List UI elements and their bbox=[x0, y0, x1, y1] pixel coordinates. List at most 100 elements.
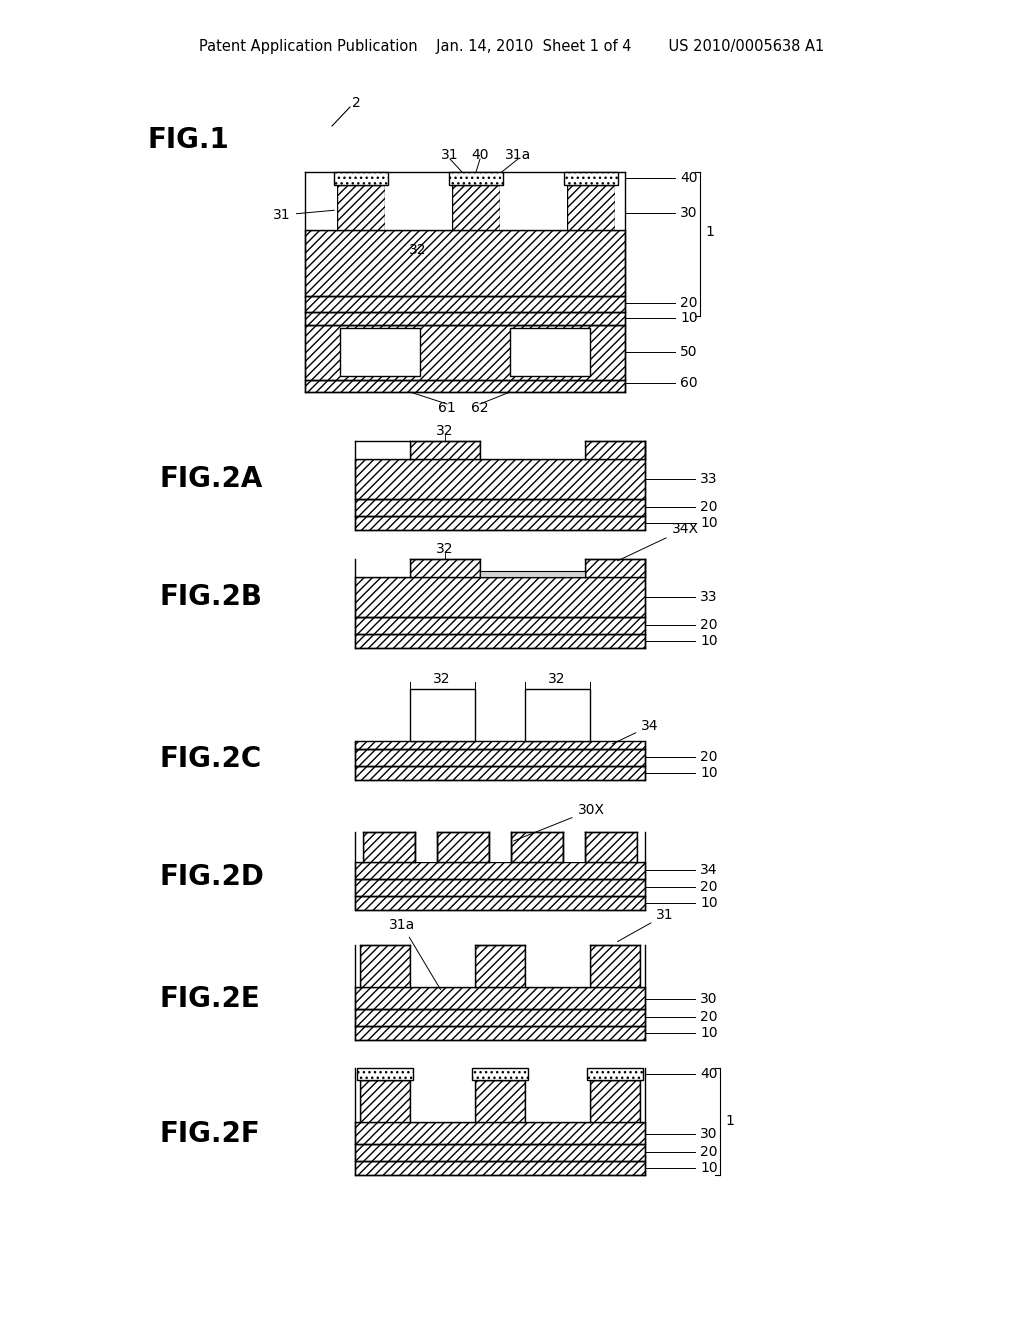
Text: 1: 1 bbox=[725, 1114, 734, 1129]
Bar bbox=[357, 1068, 413, 1080]
Bar bbox=[355, 499, 645, 516]
Bar bbox=[590, 1080, 640, 1122]
Text: 20: 20 bbox=[700, 618, 718, 632]
Text: FIG.2C: FIG.2C bbox=[160, 744, 262, 774]
Text: 32: 32 bbox=[410, 243, 427, 257]
Bar bbox=[510, 327, 590, 376]
Text: FIG.2F: FIG.2F bbox=[160, 1119, 261, 1148]
Bar bbox=[355, 896, 645, 909]
Bar bbox=[355, 616, 645, 634]
Text: 10: 10 bbox=[700, 896, 718, 909]
Bar bbox=[410, 441, 480, 459]
Text: 20: 20 bbox=[700, 1010, 718, 1024]
Text: 30X: 30X bbox=[514, 803, 604, 841]
Text: FIG.2E: FIG.2E bbox=[160, 985, 261, 1012]
Text: 34: 34 bbox=[700, 863, 718, 876]
Bar bbox=[410, 558, 480, 577]
Bar bbox=[355, 945, 360, 987]
Text: 34X: 34X bbox=[617, 521, 698, 561]
Bar bbox=[615, 185, 625, 230]
Bar bbox=[362, 832, 415, 862]
Text: 20: 20 bbox=[680, 296, 697, 310]
Bar bbox=[355, 1162, 645, 1175]
Bar bbox=[355, 1080, 360, 1122]
Bar bbox=[480, 572, 585, 577]
Text: 20: 20 bbox=[700, 500, 718, 513]
Text: 20: 20 bbox=[700, 1144, 718, 1159]
Bar bbox=[355, 577, 645, 616]
Bar bbox=[305, 296, 625, 312]
Bar bbox=[355, 1122, 645, 1144]
Bar bbox=[585, 832, 637, 862]
Bar bbox=[449, 172, 503, 185]
Bar bbox=[525, 689, 590, 741]
Text: 31: 31 bbox=[273, 209, 334, 222]
Text: 33: 33 bbox=[700, 473, 718, 486]
Bar bbox=[525, 1080, 590, 1122]
Bar bbox=[355, 862, 645, 879]
Bar bbox=[305, 325, 625, 380]
Text: FIG.2B: FIG.2B bbox=[160, 583, 263, 611]
Text: 30: 30 bbox=[680, 206, 697, 220]
Text: 1: 1 bbox=[705, 224, 714, 239]
Text: 32: 32 bbox=[433, 672, 451, 686]
Bar bbox=[585, 441, 645, 459]
Bar bbox=[340, 327, 420, 376]
Bar bbox=[525, 945, 590, 987]
Bar bbox=[355, 1144, 645, 1162]
Text: 10: 10 bbox=[700, 1026, 718, 1040]
Text: 32: 32 bbox=[436, 424, 454, 438]
Bar bbox=[564, 172, 618, 185]
Text: 30: 30 bbox=[700, 993, 718, 1006]
Bar bbox=[355, 459, 645, 499]
Bar bbox=[305, 230, 625, 296]
Bar bbox=[334, 172, 388, 185]
Bar bbox=[355, 1026, 645, 1040]
Text: 20: 20 bbox=[700, 750, 718, 764]
Bar bbox=[480, 558, 585, 577]
Text: 10: 10 bbox=[700, 634, 718, 648]
Bar bbox=[489, 832, 511, 862]
Bar bbox=[587, 1068, 643, 1080]
Bar bbox=[452, 185, 500, 230]
Text: 50: 50 bbox=[680, 345, 697, 359]
Bar bbox=[437, 832, 489, 862]
Bar bbox=[355, 879, 645, 896]
Text: 40: 40 bbox=[680, 172, 697, 185]
Bar bbox=[563, 832, 585, 862]
Text: 61: 61 bbox=[438, 401, 456, 414]
Text: 31: 31 bbox=[617, 908, 674, 941]
Bar bbox=[385, 185, 452, 230]
Text: Patent Application Publication    Jan. 14, 2010  Sheet 1 of 4        US 2010/000: Patent Application Publication Jan. 14, … bbox=[200, 40, 824, 54]
Text: FIG.2A: FIG.2A bbox=[160, 465, 263, 492]
Bar bbox=[567, 185, 615, 230]
Bar bbox=[640, 1080, 645, 1122]
Bar bbox=[410, 689, 475, 741]
Text: 31a: 31a bbox=[389, 917, 440, 990]
Text: 10: 10 bbox=[700, 1162, 718, 1175]
Bar bbox=[637, 832, 645, 862]
Text: 60: 60 bbox=[680, 376, 697, 389]
Text: 62: 62 bbox=[471, 401, 488, 414]
Text: 10: 10 bbox=[700, 766, 718, 780]
Bar bbox=[500, 185, 567, 230]
Bar bbox=[480, 441, 585, 459]
Text: 2: 2 bbox=[351, 96, 360, 110]
Text: 31a: 31a bbox=[505, 148, 531, 162]
Bar bbox=[305, 380, 625, 392]
Bar bbox=[360, 1080, 410, 1122]
Bar bbox=[355, 832, 362, 862]
Text: 40: 40 bbox=[471, 148, 488, 162]
Text: FIG.1: FIG.1 bbox=[148, 125, 229, 154]
Bar bbox=[355, 748, 645, 766]
Text: FIG.2D: FIG.2D bbox=[160, 863, 265, 891]
Bar bbox=[360, 945, 410, 987]
Bar bbox=[475, 1080, 525, 1122]
Bar bbox=[355, 516, 645, 531]
Bar bbox=[355, 766, 645, 780]
Text: 32: 32 bbox=[436, 543, 454, 556]
Bar bbox=[355, 1008, 645, 1026]
Text: 10: 10 bbox=[700, 516, 718, 531]
Bar bbox=[337, 185, 385, 230]
Text: 32: 32 bbox=[548, 672, 565, 686]
